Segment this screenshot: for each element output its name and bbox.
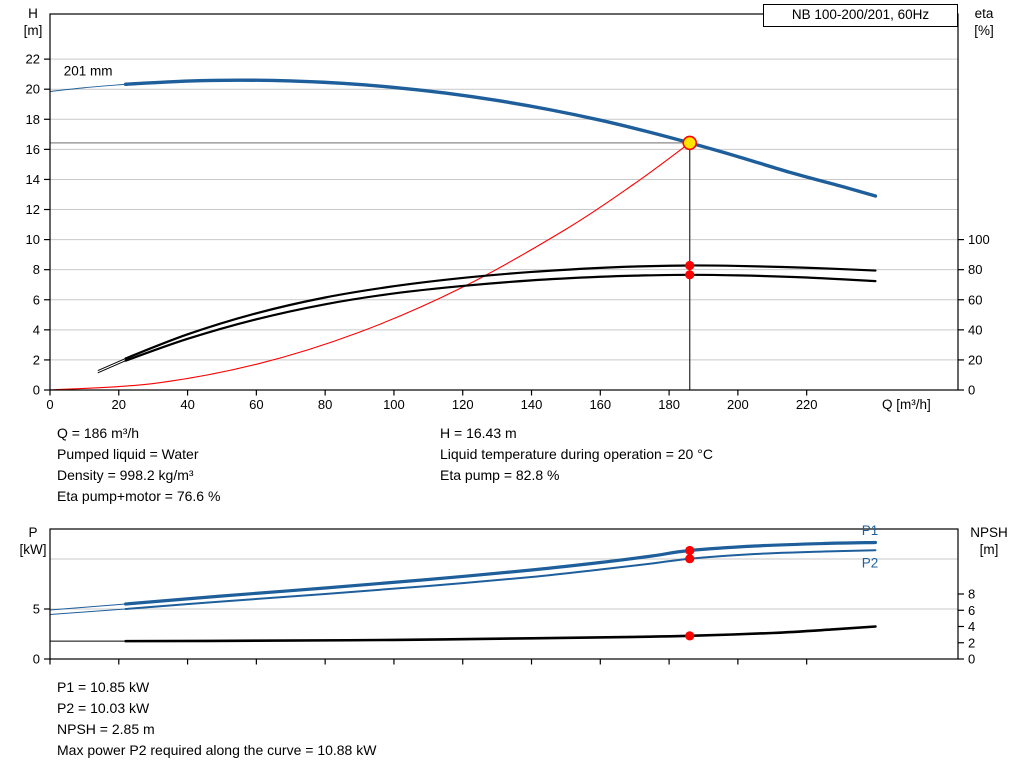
x-tick-label: 100 <box>383 397 405 412</box>
y-left-tick-label: 14 <box>26 172 40 187</box>
y-left-tick-label: 0 <box>33 383 40 398</box>
y-left-tick-label: 8 <box>33 262 40 277</box>
eta-pump-motor-curve <box>97 360 127 374</box>
npsh-curve <box>124 625 877 643</box>
p1-power-curve <box>49 603 127 611</box>
y-right-tick-label: 8 <box>968 587 975 602</box>
p2-power-curve <box>49 608 127 615</box>
y-right-tick-label: 4 <box>968 619 975 634</box>
hq-eta-chart: 0 20 40 60 80 100 120 140 160 180 200 2200246810121… <box>26 13 990 412</box>
y-left-tick-label: 2 <box>33 352 40 367</box>
h-axis-title: H [m] <box>12 5 54 39</box>
y-left-tick-label: 0 <box>33 652 40 667</box>
x-tick-label: 80 <box>318 397 332 412</box>
p2-label: P2 <box>862 556 879 571</box>
y-left-tick-label: 4 <box>33 322 40 337</box>
duty-info-left: Q = 186 m³/h Pumped liquid = Water Densi… <box>57 423 220 507</box>
eta-pump-curve <box>124 264 877 360</box>
x-tick-label: 0 <box>46 397 53 412</box>
x-tick-label: 160 <box>589 397 611 412</box>
eta-axis-title: eta [%] <box>962 5 1006 39</box>
info-eta-pump: Eta pump = 82.8 % <box>440 467 560 483</box>
y-left-tick-label: 20 <box>26 82 40 97</box>
npsh-axis-label: NPSH <box>970 525 1008 540</box>
duty-info-right: H = 16.43 m Liquid temperature during op… <box>440 423 713 486</box>
eta-pump-point <box>685 260 695 271</box>
eta-axis-unit: [%] <box>974 23 994 38</box>
y-right-tick-label: 2 <box>968 635 975 650</box>
y-right-tick-label: 40 <box>968 322 982 337</box>
eta-pump-curve <box>97 357 127 371</box>
npsh-point <box>685 631 695 641</box>
impeller-label: 201 mm <box>64 64 113 79</box>
info-head: H = 16.43 m <box>440 425 517 441</box>
p-axis-title: P [kW] <box>10 524 56 558</box>
info-p1: P1 = 10.85 kW <box>57 679 150 695</box>
y-left-tick-label: 16 <box>26 142 40 157</box>
y-right-tick-label: 100 <box>968 232 990 247</box>
y-right-tick-label: 6 <box>968 603 975 618</box>
x-tick-label: 60 <box>249 397 263 412</box>
impeller-201mm-head-curve <box>49 83 127 92</box>
y-left-tick-label: 5 <box>33 602 40 617</box>
h-axis-label: H <box>28 6 38 21</box>
p-axis-unit: [kW] <box>19 542 47 557</box>
y-left-tick-label: 6 <box>33 292 40 307</box>
y-left-tick-label: 22 <box>26 52 40 67</box>
y-left-tick-label: 18 <box>26 112 40 127</box>
p2-power-curve <box>124 549 877 610</box>
eta-axis-label: eta <box>974 6 994 21</box>
info-liquid-temperature: Liquid temperature during operation = 20… <box>440 446 713 462</box>
duty-point <box>682 135 698 151</box>
plot-frame <box>49 13 959 391</box>
y-right-tick-label: 80 <box>968 262 982 277</box>
info-pumped-liquid: Pumped liquid = Water <box>57 446 199 462</box>
npsh-axis-unit: [m] <box>979 542 999 557</box>
y-right-tick-label: 0 <box>968 652 975 667</box>
x-tick-label: 180 <box>658 397 680 412</box>
p-axis-label: P <box>28 525 38 540</box>
info-eta-pump-motor: Eta pump+motor = 76.6 % <box>57 488 221 504</box>
system-curve-curve <box>49 142 691 391</box>
npsh-axis-title: NPSH [m] <box>958 524 1020 558</box>
eta-pump-motor-point <box>685 270 695 280</box>
y-left-tick-label: 12 <box>26 202 40 217</box>
eta-pump-motor-curve <box>124 273 877 362</box>
y-left-tick-label: 10 <box>26 232 40 247</box>
p2-point <box>685 554 695 564</box>
x-tick-label: 20 <box>112 397 126 412</box>
info-p2: P2 = 10.03 kW <box>57 700 150 716</box>
y-right-tick-label: 0 <box>968 383 975 398</box>
x-tick-label: 140 <box>521 397 543 412</box>
x-tick-label: 200 <box>727 397 749 412</box>
impeller-201mm-head-curve <box>123 78 878 198</box>
info-npsh: NPSH = 2.85 m <box>57 721 155 737</box>
x-tick-label: 40 <box>180 397 194 412</box>
p1-point <box>685 545 695 556</box>
q-axis-title: Q [m³/h] <box>882 397 931 412</box>
p1-label: P1 <box>862 523 879 538</box>
info-max-p2: Max power P2 required along the curve = … <box>57 742 377 758</box>
h-axis-unit: [m] <box>23 23 43 38</box>
y-right-tick-label: 20 <box>968 352 982 367</box>
x-tick-label: 220 <box>796 397 818 412</box>
info-density: Density = 998.2 kg/m³ <box>57 467 194 483</box>
x-tick-label: 120 <box>452 397 474 412</box>
info-flow: Q = 186 m³/h <box>57 425 140 441</box>
p1-power-curve <box>124 540 878 606</box>
pump-title: NB 100-200/201, 60Hz <box>763 4 958 27</box>
y-right-tick-label: 60 <box>968 292 982 307</box>
power-info: P1 = 10.85 kW P2 = 10.03 kW NPSH = 2.85 … <box>57 677 376 761</box>
